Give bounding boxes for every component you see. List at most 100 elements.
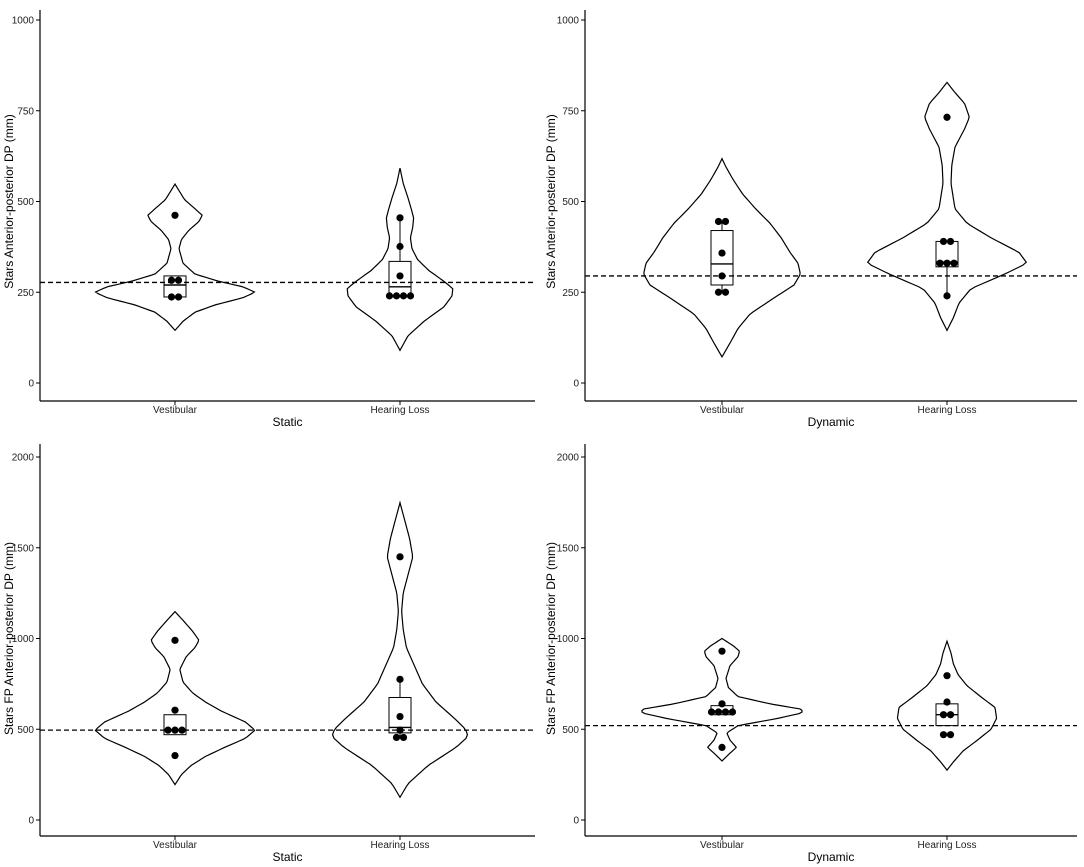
data-point: [943, 698, 951, 706]
y-axis-label: Stars FP Anterior-posterior DP (mm): [544, 542, 558, 735]
data-point: [943, 113, 951, 121]
data-point: [399, 292, 408, 300]
data-point: [946, 237, 955, 246]
x-tick-label: Vestibular: [700, 840, 745, 851]
violin-1: [346, 167, 454, 352]
violin-1: [331, 500, 469, 799]
panel-top-right: 0 250 500 750 1000 Vestibular Hearing Loss Dyna…: [542, 0, 1084, 434]
data-point: [167, 293, 176, 301]
data-point: [392, 292, 401, 300]
data-point: [946, 731, 955, 739]
y-tick-label: 1500: [557, 543, 580, 554]
violin-0: [94, 610, 256, 786]
x-tick-label: Hearing Loss: [371, 840, 430, 851]
y-axis-label: Stars FP Anterior-posterior DP (mm): [2, 542, 16, 735]
data-point: [399, 733, 408, 742]
data-point: [396, 726, 404, 734]
x-tick-label: Vestibular: [153, 405, 198, 416]
y-tick-label: 1000: [12, 634, 35, 645]
y-tick-label: 0: [28, 816, 34, 827]
data-point: [178, 726, 186, 734]
data-point: [396, 214, 404, 222]
data-point: [721, 217, 730, 226]
data-point: [406, 292, 415, 300]
data-point: [718, 647, 726, 655]
chart-svg: 0 250 500 750 1000 Vestibular Hearing Loss Dyna…: [544, 10, 1077, 429]
y-tick-label: 500: [562, 197, 579, 208]
data-point: [171, 211, 179, 219]
y-tick-label: 500: [562, 725, 579, 736]
data-point: [939, 731, 948, 739]
y-tick-label: 1000: [12, 16, 35, 27]
data-point: [164, 726, 172, 734]
data-point: [396, 712, 404, 721]
data-point: [396, 553, 404, 561]
data-point: [396, 272, 404, 280]
y-tick-label: 750: [17, 106, 34, 117]
x-tick-label: Hearing Loss: [918, 840, 977, 851]
data-point: [714, 288, 723, 296]
data-point: [385, 292, 394, 300]
x-axis-label: Static: [272, 415, 302, 429]
panel-bottom-right: 0 500 1000 1500 2000 Vestibular Hearing Loss Dy…: [542, 434, 1084, 867]
y-tick-label: 250: [562, 288, 579, 299]
x-tick-label: Vestibular: [153, 840, 198, 851]
data-point: [936, 259, 944, 267]
data-point: [718, 249, 726, 257]
y-tick-label: 2000: [557, 453, 580, 464]
y-tick-label: 0: [573, 379, 579, 390]
data-point: [396, 675, 404, 683]
data-point: [939, 711, 948, 719]
panel-top-left: 0 250 500 750 1000 Vestibular Hearing Loss Stat…: [0, 0, 542, 434]
y-tick-label: 750: [562, 106, 579, 117]
data-point: [707, 708, 716, 716]
data-point: [718, 743, 726, 751]
violin-1: [866, 81, 1028, 332]
y-tick-label: 1000: [557, 634, 580, 645]
data-point: [396, 242, 404, 251]
data-point: [946, 711, 955, 719]
panel-bottom-left: 0 500 1000 1500 2000 Vestibular Hearing Loss St…: [0, 434, 542, 867]
x-axis-label: Dynamic: [808, 415, 855, 429]
chart-svg: 0 500 1000 1500 2000 Vestibular Hearing Loss St…: [2, 444, 535, 864]
y-axis-label: Stars Anterior-posterior DP (mm): [2, 114, 16, 289]
data-point: [939, 237, 948, 246]
y-axis-label: Stars Anterior-posterior DP (mm): [544, 114, 558, 289]
x-axis-label: Dynamic: [808, 850, 855, 864]
y-tick-label: 250: [17, 288, 34, 299]
data-point: [714, 708, 723, 716]
chart-svg: 0 500 1000 1500 2000 Vestibular Hearing Loss Dy…: [544, 444, 1077, 864]
data-point: [167, 276, 176, 284]
data-point: [714, 217, 723, 226]
box: [163, 714, 187, 736]
violin-1: [896, 639, 998, 772]
data-point: [950, 259, 958, 267]
data-point: [171, 726, 179, 734]
chart-svg: 0 250 500 750 1000 Vestibular Hearing Loss Stat…: [2, 10, 535, 429]
y-tick-label: 500: [17, 197, 34, 208]
data-point: [718, 700, 726, 708]
y-tick-label: 0: [28, 379, 34, 390]
box: [710, 230, 734, 286]
data-point: [171, 751, 179, 760]
data-point: [171, 636, 179, 644]
data-point: [174, 293, 183, 301]
data-point: [174, 276, 183, 284]
y-tick-label: 1500: [12, 543, 35, 554]
data-point: [721, 708, 730, 716]
data-point: [392, 733, 401, 742]
x-tick-label: Hearing Loss: [371, 405, 430, 416]
violin-0: [641, 637, 803, 762]
y-tick-label: 500: [17, 725, 34, 736]
violin-0: [643, 157, 801, 359]
data-point: [171, 706, 179, 714]
y-tick-label: 1000: [557, 16, 580, 27]
x-tick-label: Hearing Loss: [918, 405, 977, 416]
violin-0: [94, 182, 256, 332]
data-point: [718, 272, 726, 280]
data-point: [728, 708, 737, 716]
x-tick-label: Vestibular: [700, 405, 745, 416]
box: [163, 275, 187, 298]
x-axis-label: Static: [272, 850, 302, 864]
